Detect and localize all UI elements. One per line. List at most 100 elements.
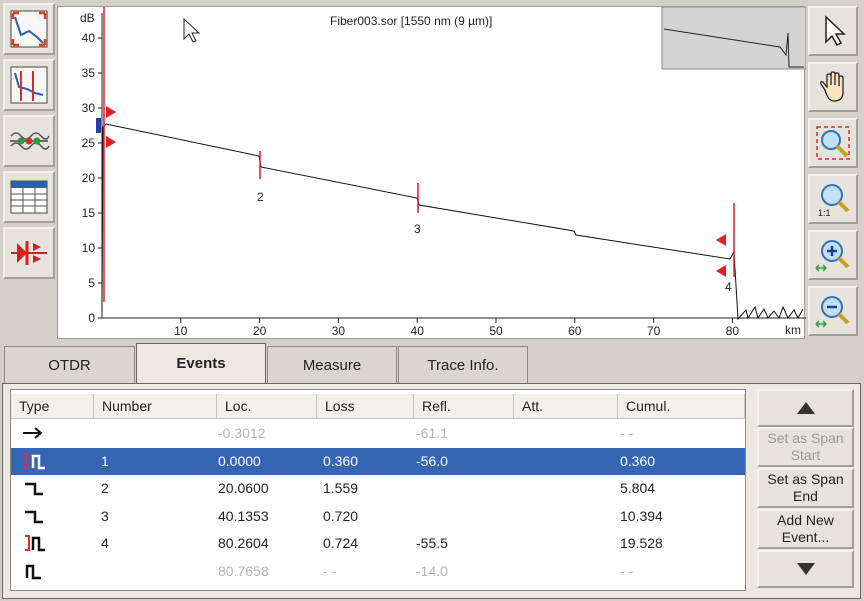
trace-title: Fiber003.sor [1550 nm (9 µm)] — [330, 14, 492, 28]
column-loc[interactable]: Loc. — [217, 394, 317, 419]
cell-loss: 0.724 — [323, 535, 359, 551]
column-refl[interactable]: Refl. — [414, 394, 514, 419]
events-table[interactable]: Type Number Loc. Loss Refl. Att. Cumul. … — [10, 389, 746, 591]
arrow-pointer-icon — [825, 15, 846, 46]
svg-text:1:1: 1:1 — [818, 208, 831, 218]
x-tick-label: 70 — [647, 324, 661, 338]
cell-loc: -0.3012 — [218, 425, 266, 441]
zoom-in-button[interactable] — [808, 230, 858, 280]
table-view-button[interactable] — [3, 171, 55, 223]
cell-type — [19, 478, 49, 498]
y-tick-label: 0 — [88, 311, 95, 325]
column-loss[interactable]: Loss — [317, 394, 414, 419]
cell-number: 4 — [101, 535, 109, 551]
trace-graph[interactable]: dB km Fiber003.sor [1550 nm (9 µm)] 0 5 10… — [58, 7, 806, 340]
zoom-out-icon — [815, 296, 850, 328]
events-panel: Type Number Loc. Loss Refl. Att. Cumul. … — [2, 383, 861, 599]
table-row[interactable]: 1 0.0000 0.360 -56.0 0.360 — [11, 447, 745, 475]
scroll-down-button[interactable] — [757, 550, 854, 588]
event-label-2: 2 — [257, 190, 264, 204]
otdr-trace-plot[interactable]: dB km Fiber003.sor [1550 nm (9 µm)] 0 5 10… — [57, 6, 806, 340]
link-chain-icon — [10, 132, 50, 150]
cell-cumul: 19.528 — [620, 535, 663, 551]
zoom-area-icon — [816, 126, 850, 160]
y-tick-label: 20 — [82, 171, 96, 185]
overview-inset[interactable] — [661, 7, 806, 70]
cell-cumul: 5.804 — [620, 480, 656, 496]
tab-events[interactable]: Events — [136, 343, 266, 383]
column-att[interactable]: Att. — [514, 394, 618, 419]
zoom-reset-button[interactable]: 1:1 — [808, 174, 858, 224]
event-label-4: 4 — [725, 280, 732, 294]
tab-measure[interactable]: Measure — [267, 346, 397, 384]
select-tool-button[interactable] — [808, 6, 858, 56]
cell-refl: -55.5 — [416, 535, 448, 551]
cell-number: 1 — [101, 452, 109, 469]
table-row[interactable]: 3 40.1353 0.720 10.394 — [11, 503, 745, 530]
mouse-pointer-icon — [183, 17, 201, 43]
y-tick-label: 5 — [88, 276, 95, 290]
table-row[interactable]: 80.7658 - - -14.0 - - — [11, 558, 745, 585]
span-end-arrow-bottom — [716, 265, 726, 277]
y-tick-label: 10 — [82, 241, 96, 255]
overview-trace — [663, 28, 804, 68]
zoom-out-button[interactable] — [808, 286, 858, 336]
triangle-down-icon — [796, 563, 815, 575]
column-number[interactable]: Number — [94, 394, 217, 419]
set-span-end-button[interactable]: Set as Span End — [757, 468, 854, 508]
column-cumul[interactable]: Cumul. — [618, 394, 745, 419]
full-trace-view-button[interactable] — [3, 3, 55, 55]
table-row[interactable]: -0.3012 -61.1 - - — [11, 420, 745, 447]
cell-refl: -56.0 — [416, 452, 448, 469]
x-tick-label: 30 — [332, 324, 346, 338]
cell-loss: 0.720 — [323, 507, 359, 524]
tab-otdr[interactable]: OTDR — [4, 346, 135, 384]
cell-number: 2 — [101, 480, 109, 496]
cell-loc: 40.1353 — [218, 507, 269, 524]
y-tick-label: 15 — [82, 206, 96, 220]
zoom-trace-view-button[interactable] — [3, 59, 55, 111]
table-row[interactable]: 4 80.2604 0.724 -55.5 19.528 — [11, 530, 745, 557]
cell-loss: 0.360 — [323, 452, 359, 469]
span-start-arrow-top — [106, 106, 116, 118]
trace-line — [101, 123, 804, 321]
event-table-icon — [10, 180, 48, 214]
pan-tool-button[interactable] — [808, 62, 858, 112]
x-tick-label: 50 — [489, 324, 503, 338]
zoom-area-button[interactable] — [808, 118, 858, 168]
trace-markers-icon — [10, 66, 48, 104]
launch-level-marker — [96, 118, 101, 133]
zoom-in-icon — [815, 240, 850, 272]
cell-loss: - - — [323, 562, 337, 579]
cell-type — [19, 506, 49, 526]
reflective-span-start-icon — [23, 452, 45, 469]
cell-loc: 20.0600 — [218, 480, 269, 496]
set-span-start-button[interactable]: Set as Span Start — [757, 427, 854, 467]
cell-cumul: - - — [620, 425, 634, 441]
y-axis-unit: dB — [80, 11, 95, 25]
y-tick-label: 25 — [82, 136, 96, 150]
cell-type — [19, 423, 49, 443]
arrow-right-icon — [23, 427, 43, 439]
add-new-event-button[interactable]: Add New Event... — [757, 509, 854, 549]
cell-loc: 80.7658 — [218, 562, 269, 579]
cell-loc: 0.0000 — [218, 452, 261, 469]
cell-refl: -61.1 — [416, 425, 448, 441]
y-tick-label: 40 — [82, 31, 96, 45]
event-detection-button[interactable] — [3, 227, 55, 279]
table-row[interactable]: 2 20.0600 1.559 5.804 — [11, 475, 745, 502]
cell-cumul: 0.360 — [620, 452, 656, 469]
cell-type — [19, 533, 49, 553]
cell-loc: 80.2604 — [218, 535, 269, 551]
hand-icon — [820, 71, 844, 102]
cell-cumul: - - — [620, 562, 634, 579]
reflective-span-end-icon — [25, 535, 45, 552]
triangle-up-icon — [796, 402, 815, 414]
link-view-button[interactable] — [3, 115, 55, 167]
cell-cumul: 10.394 — [620, 507, 663, 524]
x-tick-label: 10 — [174, 324, 188, 338]
tab-trace-info[interactable]: Trace Info. — [398, 346, 528, 384]
scroll-up-button[interactable] — [757, 389, 854, 427]
y-tick-label: 30 — [82, 101, 96, 115]
column-type[interactable]: Type — [11, 394, 94, 419]
